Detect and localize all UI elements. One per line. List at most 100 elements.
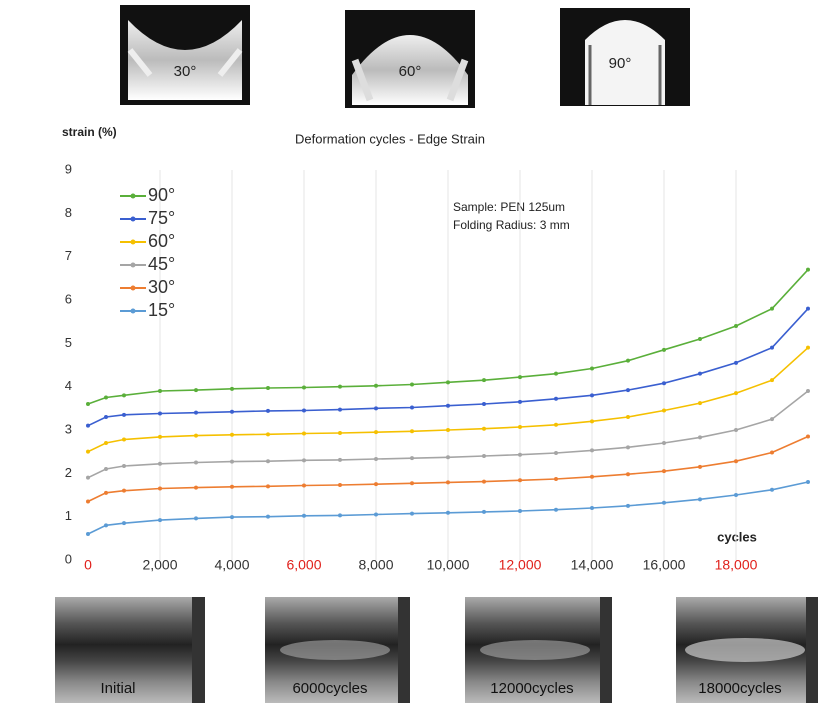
point-marker	[518, 400, 522, 404]
point-marker	[158, 389, 162, 393]
point-marker	[194, 461, 198, 465]
y-tick-label: 3	[65, 421, 72, 436]
point-marker	[698, 497, 702, 501]
point-marker	[302, 409, 306, 413]
point-marker	[86, 500, 90, 504]
point-marker	[554, 372, 558, 376]
y-tick-label: 6	[65, 291, 72, 306]
point-marker	[338, 513, 342, 517]
point-marker	[122, 489, 126, 493]
point-marker	[302, 458, 306, 462]
point-marker	[554, 451, 558, 455]
point-marker	[590, 419, 594, 423]
point-marker	[518, 478, 522, 482]
point-marker	[122, 464, 126, 468]
point-marker	[770, 346, 774, 350]
point-marker	[374, 513, 378, 517]
point-marker	[698, 435, 702, 439]
x-tick-label: 6,000	[286, 557, 321, 573]
point-marker	[482, 454, 486, 458]
point-marker	[482, 480, 486, 484]
point-marker	[698, 401, 702, 405]
point-marker	[806, 480, 810, 484]
point-marker	[554, 397, 558, 401]
point-marker	[104, 523, 108, 527]
point-marker	[194, 388, 198, 392]
point-marker	[122, 521, 126, 525]
point-marker	[374, 406, 378, 410]
point-marker	[230, 485, 234, 489]
legend-swatch	[131, 309, 136, 314]
point-marker	[518, 453, 522, 457]
point-marker	[122, 413, 126, 417]
point-marker	[662, 441, 666, 445]
point-marker	[446, 428, 450, 432]
point-marker	[446, 404, 450, 408]
y-tick-label: 5	[65, 335, 72, 350]
point-marker	[698, 337, 702, 341]
photo	[345, 10, 475, 108]
photo-label: 12000cycles	[490, 680, 573, 697]
figure: 30° 60° 90° Initial 6000cycles 12000cycl…	[0, 0, 821, 705]
point-marker	[734, 361, 738, 365]
point-marker	[410, 512, 414, 516]
point-marker	[230, 433, 234, 437]
point-marker	[338, 458, 342, 462]
point-marker	[194, 486, 198, 490]
point-marker	[266, 484, 270, 488]
point-marker	[518, 509, 522, 513]
photo-label: 30°	[174, 63, 197, 80]
x-tick-label: 0	[84, 557, 92, 573]
point-marker	[626, 388, 630, 392]
point-marker	[446, 511, 450, 515]
point-marker	[302, 514, 306, 518]
point-marker	[122, 393, 126, 397]
point-marker	[770, 451, 774, 455]
y-tick-label: 7	[65, 248, 72, 263]
point-marker	[806, 435, 810, 439]
y-tick-label: 1	[65, 508, 72, 523]
point-marker	[626, 472, 630, 476]
point-marker	[554, 508, 558, 512]
point-marker	[266, 432, 270, 436]
point-marker	[104, 415, 108, 419]
photo-label: 18000cycles	[698, 680, 781, 697]
point-marker	[590, 448, 594, 452]
point-marker	[662, 348, 666, 352]
legend-label: 90°	[148, 185, 175, 205]
y-tick-label: 0	[65, 551, 72, 566]
point-marker	[194, 434, 198, 438]
legend-label: 15°	[148, 300, 175, 320]
chart: 30° 60° 90° Initial 6000cycles 12000cycl…	[0, 0, 821, 705]
x-tick-label: 4,000	[214, 557, 249, 573]
point-marker	[482, 402, 486, 406]
point-marker	[266, 409, 270, 413]
point-marker	[410, 429, 414, 433]
x-tick-label: 18,000	[715, 557, 758, 573]
legend-label: 75°	[148, 208, 175, 228]
point-marker	[302, 483, 306, 487]
point-marker	[590, 506, 594, 510]
point-marker	[734, 324, 738, 328]
point-marker	[698, 465, 702, 469]
point-marker	[446, 455, 450, 459]
y-tick-label: 8	[65, 205, 72, 220]
point-marker	[626, 359, 630, 363]
x-tick-label: 2,000	[142, 557, 177, 573]
point-marker	[734, 459, 738, 463]
point-marker	[374, 384, 378, 388]
point-marker	[86, 402, 90, 406]
x-tick-label: 8,000	[358, 557, 393, 573]
point-marker	[734, 391, 738, 395]
photo	[120, 5, 250, 105]
point-marker	[104, 491, 108, 495]
point-marker	[662, 501, 666, 505]
point-marker	[626, 445, 630, 449]
x-axis-label: cycles	[717, 529, 757, 544]
point-marker	[806, 307, 810, 311]
point-marker	[338, 483, 342, 487]
point-marker	[518, 425, 522, 429]
point-marker	[410, 383, 414, 387]
point-marker	[482, 378, 486, 382]
point-marker	[806, 268, 810, 272]
